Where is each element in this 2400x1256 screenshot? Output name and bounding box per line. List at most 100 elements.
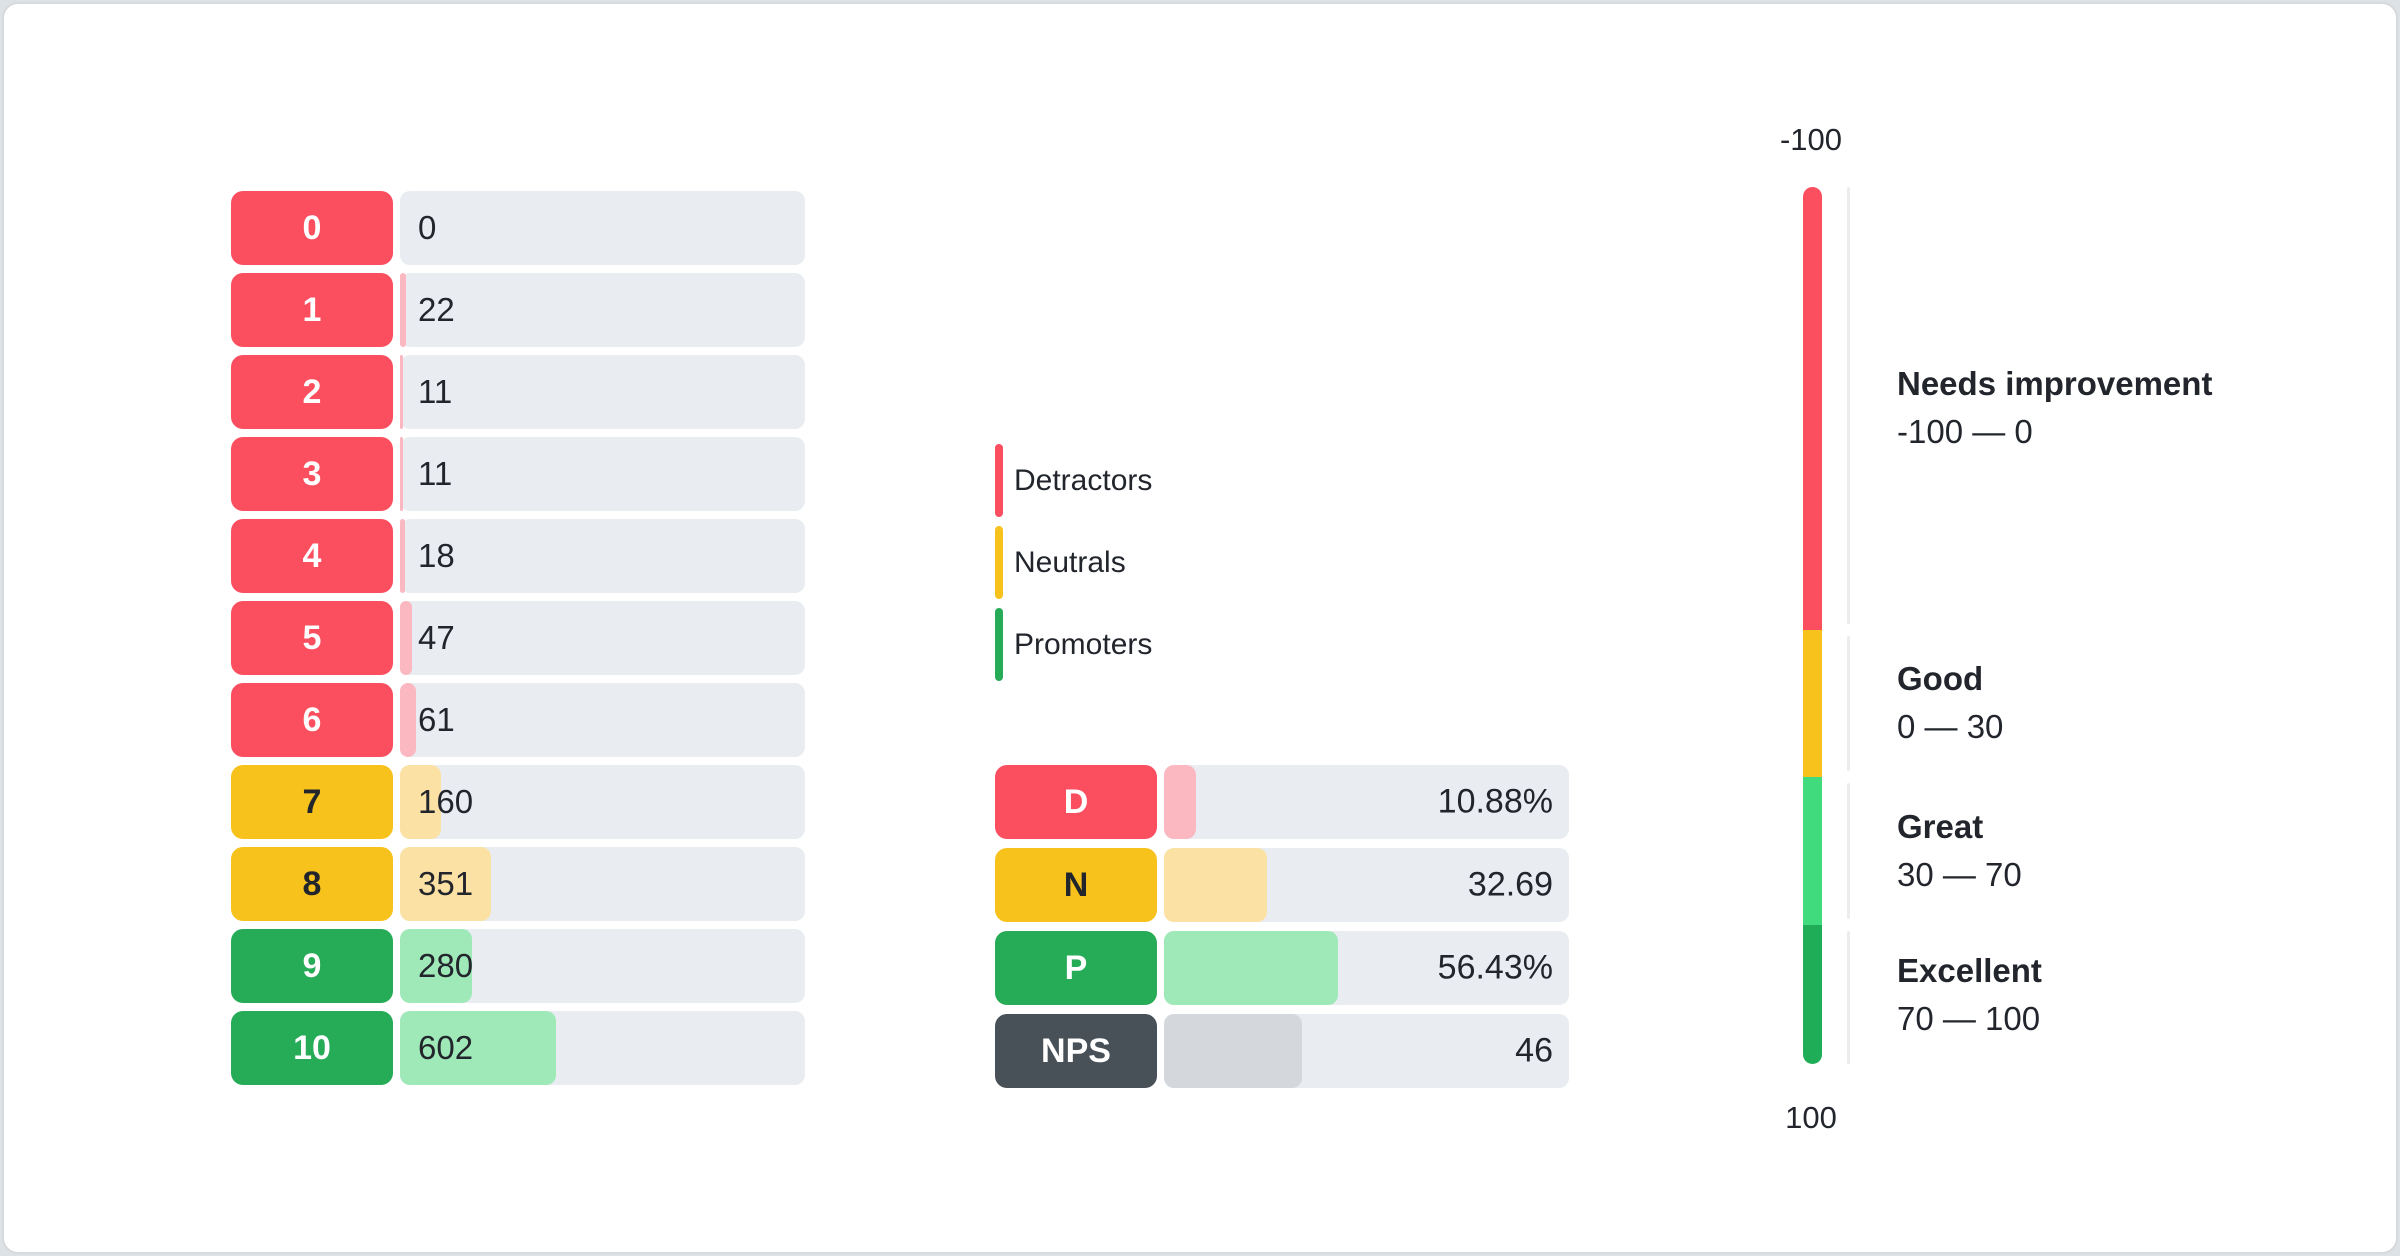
gauge-bar — [1803, 187, 1822, 1064]
summary-bar-track: 10.88% — [1164, 765, 1569, 839]
score-count: 0 — [418, 209, 437, 246]
summary-value: 56.43% — [1437, 948, 1553, 987]
score-count: 61 — [418, 701, 455, 738]
score-bar-track: 0 — [400, 191, 805, 265]
score-bar-track: 602 — [400, 1011, 805, 1085]
summary-bar-track: 56.43% — [1164, 931, 1569, 1005]
score-bar-track: 280 — [400, 929, 805, 1003]
summary-row-neutrals: N 32.69 — [995, 848, 1569, 922]
gauge-zone-title: Good — [1897, 660, 1984, 697]
score-badge: 10 — [231, 1011, 393, 1085]
gauge-axis-line-segment — [1847, 187, 1850, 630]
gauge-zone-title: Excellent — [1897, 952, 2042, 989]
legend-swatch-icon — [995, 444, 1003, 517]
gauge-zone-title: Great — [1897, 808, 1984, 845]
gauge-zone-label-excellent: Excellent 70 — 100 — [1897, 947, 2042, 1043]
gauge-segment-excellent — [1803, 925, 1822, 1064]
score-bar-track: 22 — [400, 273, 805, 347]
score-bar-track: 11 — [400, 355, 805, 429]
score-row: 8 351 — [231, 847, 805, 921]
score-count: 18 — [418, 537, 455, 574]
score-bar-track: 351 — [400, 847, 805, 921]
score-row: 7 160 — [231, 765, 805, 839]
gauge-min-label: 100 — [1785, 1100, 1837, 1135]
score-row: 5 47 — [231, 601, 805, 675]
score-bar-track: 11 — [400, 437, 805, 511]
nps-summary-chart: D 10.88% N 32.69 P 56.43% NPS 46 — [995, 765, 1569, 1088]
summary-badge: N — [995, 848, 1157, 922]
legend-swatch-icon — [995, 608, 1003, 681]
score-count: 280 — [418, 947, 474, 984]
summary-value: 10.88% — [1437, 782, 1553, 821]
score-bar-track: 61 — [400, 683, 805, 757]
score-bar-track: 18 — [400, 519, 805, 593]
legend-item-promoters: Promoters — [995, 608, 1152, 681]
gauge-axis-line — [1847, 187, 1850, 1064]
score-row: 1 22 — [231, 273, 805, 347]
summary-bar-fill — [1164, 848, 1268, 922]
legend-label: Detractors — [1014, 463, 1153, 497]
summary-bar-track: 32.69 — [1164, 848, 1569, 922]
summary-bar-fill — [1164, 931, 1339, 1005]
gauge-axis-line-segment — [1847, 630, 1850, 777]
score-row: 10 602 — [231, 1011, 805, 1085]
score-bar-fill — [400, 519, 405, 593]
summary-badge: NPS — [995, 1014, 1157, 1088]
legend-label: Neutrals — [1014, 545, 1126, 579]
score-row: 2 11 — [231, 355, 805, 429]
score-badge: 4 — [231, 519, 393, 593]
score-row: 4 18 — [231, 519, 805, 593]
score-bar-fill — [400, 437, 403, 511]
score-bar-fill — [400, 929, 473, 1003]
summary-row-nps: NPS 46 — [995, 1014, 1569, 1088]
score-count: 11 — [418, 455, 453, 492]
legend-label: Promoters — [1014, 627, 1153, 661]
gauge-zone-label-good: Good 0 — 30 — [1897, 655, 2003, 751]
summary-bar-fill — [1164, 765, 1196, 839]
gauge-segment-needs-improvement — [1803, 187, 1822, 630]
summary-value: 46 — [1515, 1031, 1553, 1070]
score-badge: 7 — [231, 765, 393, 839]
legend-item-neutrals: Neutrals — [995, 526, 1152, 599]
legend-item-detractors: Detractors — [995, 444, 1152, 517]
nps-legend: Detractors Neutrals Promoters — [995, 444, 1152, 681]
score-bar-track: 160 — [400, 765, 805, 839]
score-bar-fill — [400, 847, 491, 921]
score-badge: 1 — [231, 273, 393, 347]
score-row: 3 11 — [231, 437, 805, 511]
score-badge: 2 — [231, 355, 393, 429]
summary-value: 32.69 — [1467, 865, 1553, 904]
summary-row-detractors: D 10.88% — [995, 765, 1569, 839]
score-count: 602 — [418, 1029, 474, 1066]
score-row: 6 61 — [231, 683, 805, 757]
gauge-segment-good — [1803, 629, 1822, 778]
score-bar-fill — [400, 355, 403, 429]
summary-badge: D — [995, 765, 1157, 839]
score-bar-fill — [400, 601, 413, 675]
score-bar-fill — [400, 683, 416, 757]
nps-distribution-chart: 0 0 1 22 2 11 3 11 4 18 5 — [231, 191, 805, 1085]
score-count: 11 — [418, 373, 453, 410]
score-row: 0 0 — [231, 191, 805, 265]
score-badge: 5 — [231, 601, 393, 675]
legend-swatch-icon — [995, 526, 1003, 599]
summary-row-promoters: P 56.43% — [995, 931, 1569, 1005]
gauge-zone-title: Needs improvement — [1897, 365, 2213, 402]
score-badge: 0 — [231, 191, 393, 265]
score-badge: 8 — [231, 847, 393, 921]
score-bar-fill — [400, 1011, 556, 1085]
gauge-zone-range: 70 — 100 — [1897, 1000, 2041, 1037]
gauge-zone-label-great: Great 30 — 70 — [1897, 803, 2022, 899]
score-count: 22 — [418, 291, 455, 328]
score-count: 47 — [418, 619, 455, 656]
score-bar-fill — [400, 765, 442, 839]
gauge-axis-line-segment — [1847, 925, 1850, 1064]
score-bar-fill — [400, 273, 406, 347]
gauge-zone-range: 30 — 70 — [1897, 856, 2022, 893]
score-row: 9 280 — [231, 929, 805, 1003]
gauge-zone-label-needs-improvement: Needs improvement -100 — 0 — [1897, 360, 2212, 456]
summary-bar-fill — [1164, 1014, 1302, 1088]
score-count: 351 — [418, 865, 474, 902]
gauge-zone-range: 0 — 30 — [1897, 708, 2004, 745]
gauge-max-label: -100 — [1779, 122, 1843, 157]
